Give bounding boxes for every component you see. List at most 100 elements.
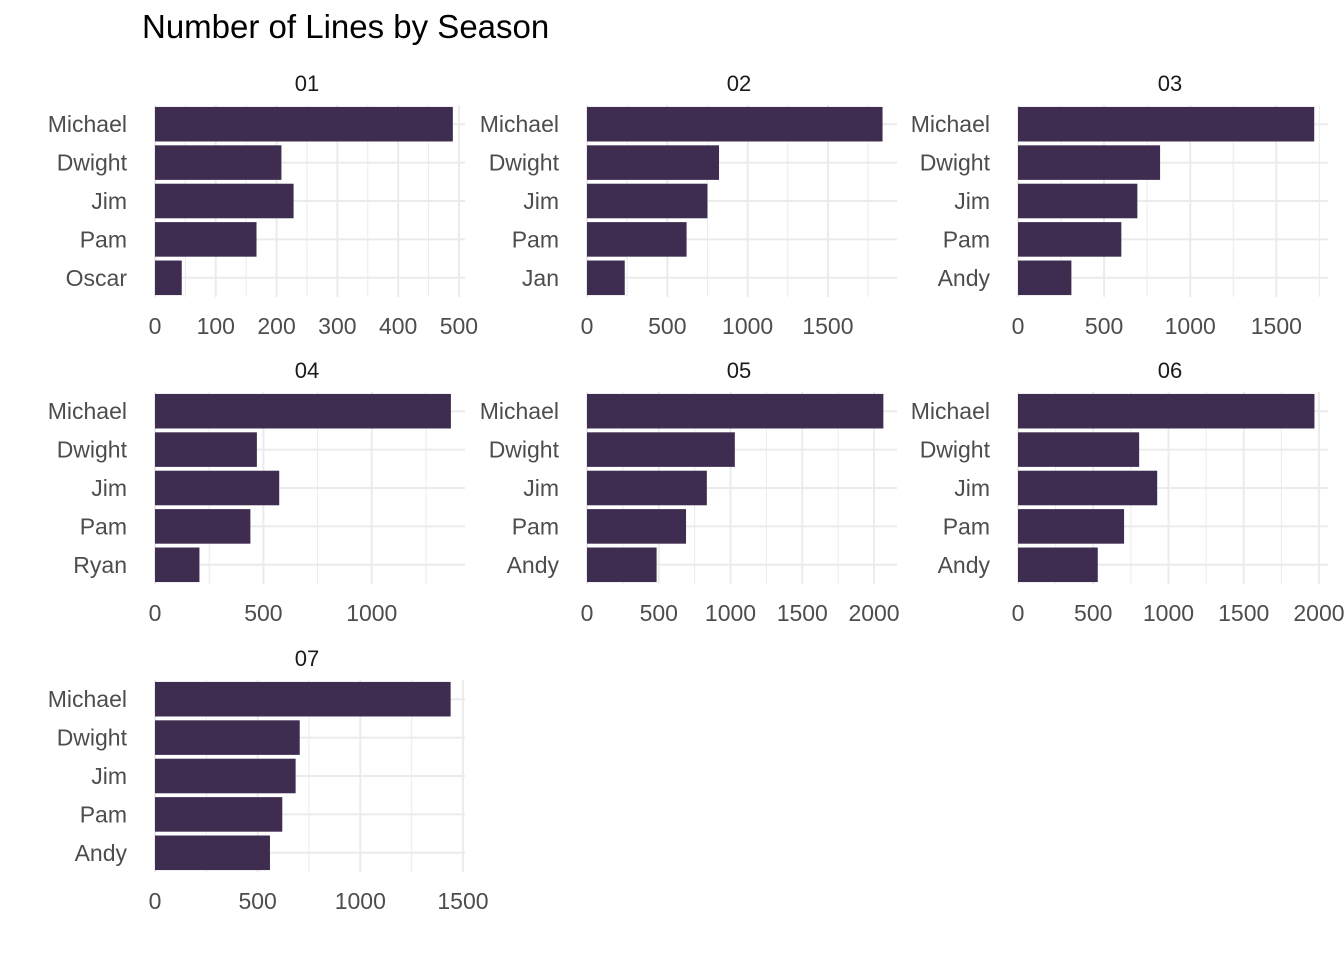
facet-title: 01 [295, 71, 319, 96]
x-tick-label: 1000 [705, 600, 756, 626]
bar-pam [587, 509, 687, 544]
category-label: Pam [512, 513, 559, 539]
category-label: Oscar [66, 265, 128, 291]
category-label: Andy [938, 265, 991, 291]
x-tick-label: 500 [640, 600, 678, 626]
facet-panel-01: Michael Dwight Jim Pam Oscar 0 100 200 300 400 500… [48, 71, 478, 339]
bar-michael [155, 393, 451, 429]
facet-panel-05: Michael Dwight Jim Pam Andy 0 500 1000 1500 2000 0… [480, 358, 900, 626]
bar-andy [1018, 260, 1072, 296]
bar-jim [587, 470, 707, 506]
x-tick-label: 0 [581, 600, 594, 626]
bar-dwight [155, 720, 300, 755]
x-tick-label: 1000 [722, 313, 773, 339]
bar-pam [1018, 222, 1122, 257]
category-label: Michael [48, 686, 127, 712]
category-label: Jim [954, 475, 990, 501]
bar-jim [1018, 183, 1138, 219]
x-tick-label: 1500 [802, 313, 853, 339]
x-tick-label: 200 [257, 313, 295, 339]
category-label: Michael [48, 111, 127, 137]
bar-jim [155, 183, 294, 219]
category-label: Jim [91, 475, 127, 501]
category-label: Pam [943, 226, 990, 252]
facet-title: 04 [295, 358, 319, 383]
facet-title: 05 [727, 358, 751, 383]
x-tick-label: 1500 [1218, 600, 1269, 626]
x-tick-label: 1000 [346, 600, 397, 626]
bar-pam [155, 797, 283, 832]
bar-dwight [1018, 432, 1140, 467]
category-label: Jim [91, 763, 127, 789]
bar-oscar [155, 260, 182, 296]
category-label: Jim [91, 188, 127, 214]
category-label: Pam [80, 801, 127, 827]
x-tick-label: 0 [149, 888, 162, 914]
bar-andy [587, 547, 657, 583]
category-label: Dwight [920, 437, 991, 463]
category-label: Jim [523, 475, 559, 501]
x-tick-label: 400 [379, 313, 417, 339]
bar-dwight [155, 432, 257, 467]
category-label: Pam [943, 513, 990, 539]
bar-andy [155, 835, 270, 871]
bar-jim [1018, 470, 1158, 506]
category-label: Michael [911, 398, 990, 424]
category-label: Dwight [920, 150, 991, 176]
category-label: Michael [48, 398, 127, 424]
bar-jim [587, 183, 708, 219]
x-tick-label: 500 [1074, 600, 1112, 626]
category-label: Andy [75, 840, 128, 866]
category-label: Pam [512, 226, 559, 252]
facet-title: 02 [727, 71, 751, 96]
category-label: Michael [911, 111, 990, 137]
x-tick-label: 2000 [1293, 600, 1344, 626]
facet-panel-06: Michael Dwight Jim Pam Andy 0 500 1000 1500 2000 0… [911, 358, 1344, 626]
bar-pam [155, 509, 251, 544]
category-label: Pam [80, 513, 127, 539]
x-tick-label: 1500 [437, 888, 488, 914]
bar-jan [587, 260, 625, 296]
category-label: Andy [507, 552, 560, 578]
x-tick-label: 0 [1012, 600, 1025, 626]
category-label: Ryan [73, 552, 127, 578]
facet-title: 06 [1158, 358, 1182, 383]
bar-pam [1018, 509, 1125, 544]
category-label: Michael [480, 111, 559, 137]
facet-title: 07 [295, 646, 319, 671]
bar-dwight [155, 145, 282, 180]
x-tick-label: 0 [149, 313, 162, 339]
x-tick-label: 1500 [777, 600, 828, 626]
x-tick-label: 1000 [335, 888, 386, 914]
category-label: Dwight [57, 150, 128, 176]
bar-dwight [587, 145, 720, 180]
category-label: Michael [480, 398, 559, 424]
x-tick-label: 1500 [1251, 313, 1302, 339]
x-tick-label: 500 [440, 313, 478, 339]
bar-michael [587, 393, 884, 429]
bar-dwight [1018, 145, 1161, 180]
bar-michael [155, 681, 451, 717]
category-label: Dwight [57, 437, 128, 463]
bar-michael [1018, 106, 1315, 142]
x-tick-label: 0 [581, 313, 594, 339]
category-label: Andy [938, 552, 991, 578]
x-tick-label: 300 [318, 313, 356, 339]
bar-michael [155, 106, 453, 142]
facet-title: 03 [1158, 71, 1182, 96]
bar-andy [1018, 547, 1098, 583]
facet-panel-04: Michael Dwight Jim Pam Ryan 0 500 1000 04 [48, 358, 465, 626]
facet-panel-02: Michael Dwight Jim Pam Jan 0 500 1000 1500 02 [480, 71, 897, 339]
bar-jim [155, 758, 296, 794]
bar-ryan [155, 547, 200, 583]
category-label: Dwight [489, 150, 560, 176]
bar-dwight [587, 432, 735, 467]
x-tick-label: 100 [197, 313, 235, 339]
bar-michael [587, 106, 883, 142]
chart-title: Number of Lines by Season [142, 8, 550, 45]
category-label: Dwight [489, 437, 560, 463]
category-label: Jim [954, 188, 990, 214]
x-tick-label: 500 [244, 600, 282, 626]
bar-jim [155, 470, 280, 506]
